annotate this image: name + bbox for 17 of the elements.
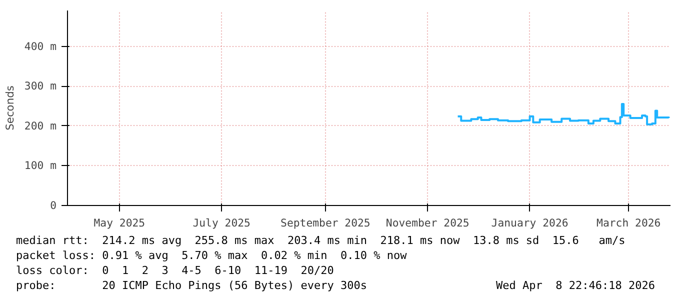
x-tick-label: September 2025 <box>280 216 370 230</box>
x-tick-label: July 2025 <box>192 216 250 230</box>
x-tick-label: January 2026 <box>491 216 568 230</box>
y-tick-label: 100 m <box>24 159 56 172</box>
text: probe: 20 ICMP Echo Pings (56 Bytes) every 300s <box>16 278 367 293</box>
y-tick-label: 0 <box>50 199 57 212</box>
y-tick-label: 400 m <box>24 40 56 53</box>
x-tick-label: May 2025 <box>94 216 146 230</box>
x-tick-label: November 2025 <box>386 216 470 230</box>
y-axis-title: Seconds <box>3 85 16 130</box>
y-tick-label: 200 m <box>24 119 56 132</box>
y-tick-label: 300 m <box>24 80 56 93</box>
text: loss color: 0 1 2 3 4-5 6-10 11-19 20/20 <box>16 263 334 278</box>
text: Wed Apr 8 22:46:18 2026 <box>496 278 655 293</box>
text: median rtt: 214.2 ms avg 255.8 ms max 203.4 ms min 218.1 ms now 13.8 ms sd 15.6 am/s <box>16 233 626 248</box>
text: packet loss: 0.91 % avg 5.70 % max 0.02 % min 0.10 % now <box>16 248 407 263</box>
x-tick-label: March 2026 <box>596 216 661 230</box>
